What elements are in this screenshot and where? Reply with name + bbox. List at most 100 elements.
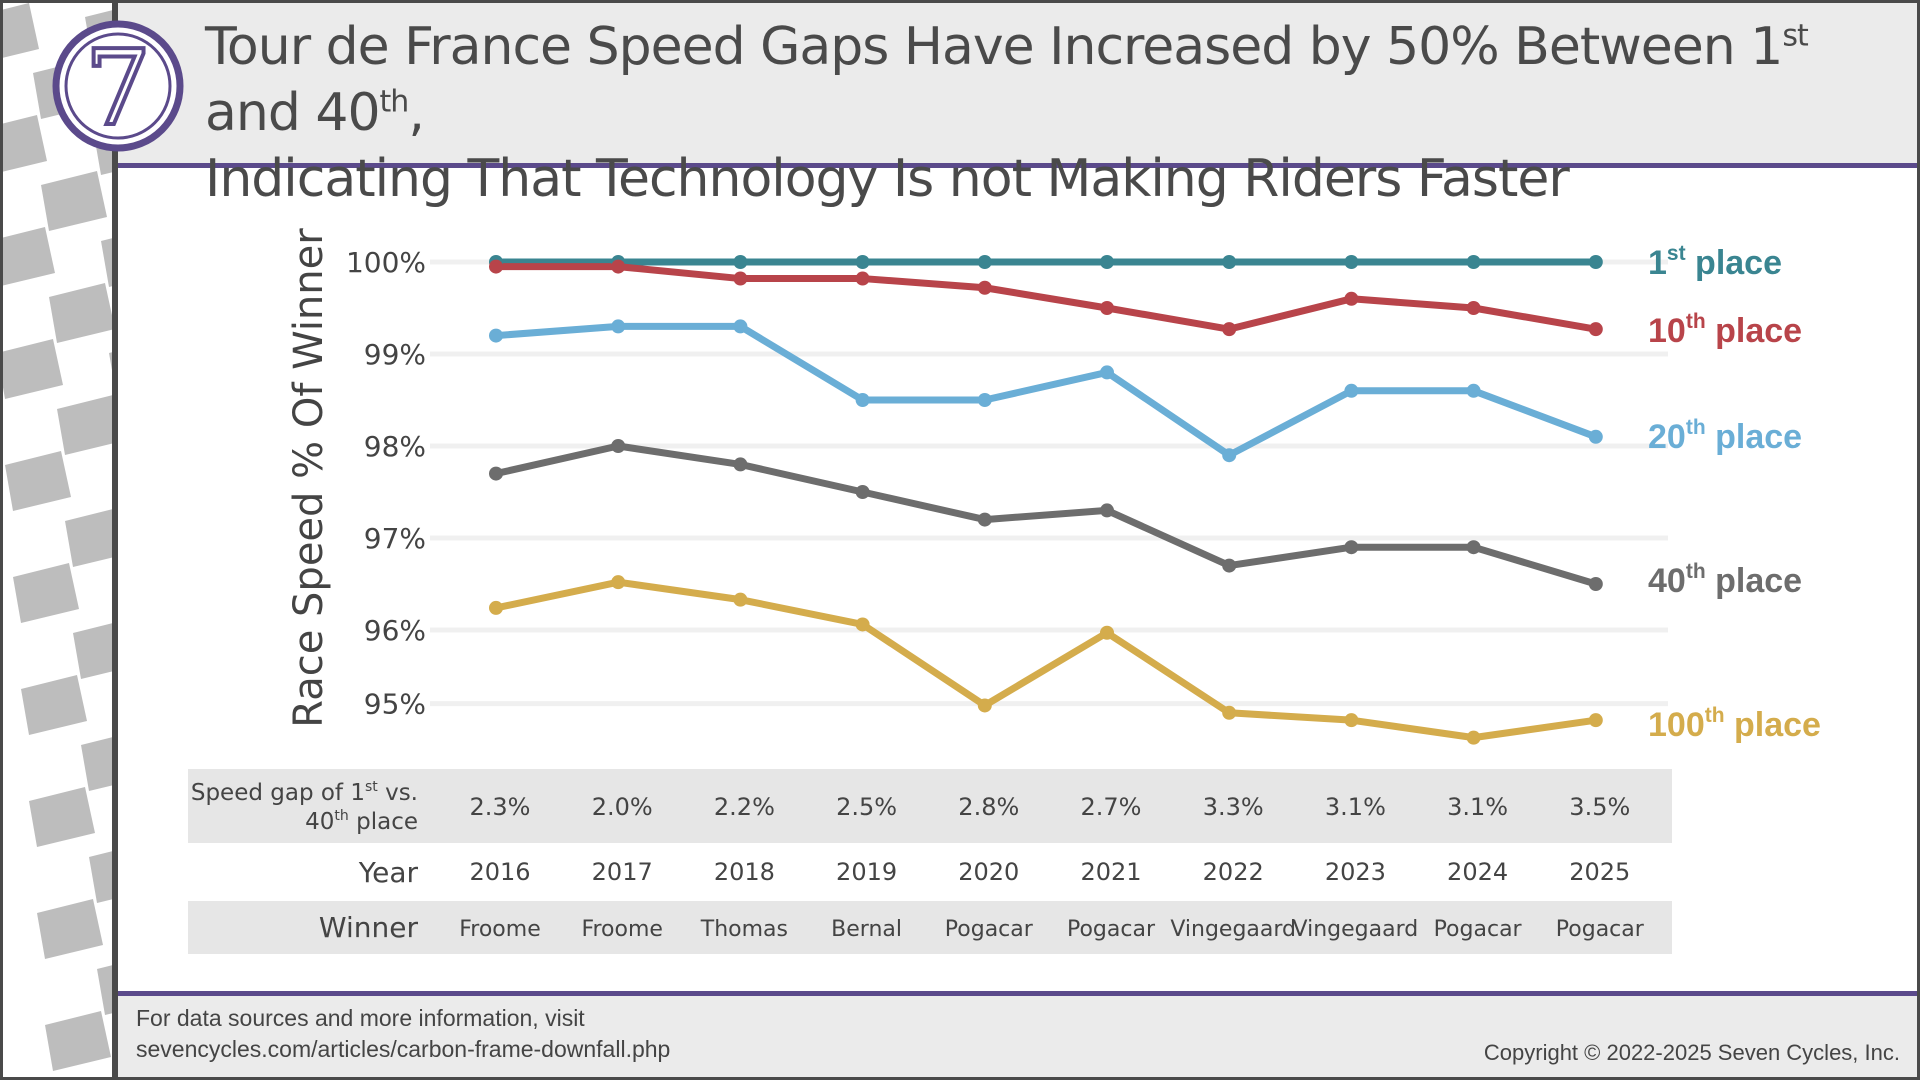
logo-outer-ring	[52, 20, 184, 152]
data-point-20-2021	[1100, 365, 1114, 380]
year-cell-2025: 2025	[1569, 858, 1630, 886]
table-cells: 2.3% 2016 Froome 2.0% 2017 Froome 2.2% 2018 Thom…	[459, 793, 1645, 942]
gap-cell-2016: 2.3%	[470, 793, 531, 821]
year-cell-2023: 2023	[1325, 858, 1386, 886]
series-lines	[495, 258, 1598, 742]
y-axis-label: Race Speed % Of Winner	[286, 228, 332, 728]
winner-cell-2025: Pogacar	[1556, 917, 1645, 942]
data-point-10-2017	[611, 259, 626, 274]
data-point-10-2024	[1466, 301, 1481, 315]
title-sup-st: st	[1782, 18, 1808, 54]
winner-cell-2017: Froome	[581, 917, 663, 942]
seven-cycles-logo: 7	[48, 16, 188, 156]
data-point-100-2019	[855, 617, 870, 632]
header-divider	[118, 163, 1917, 168]
winner-cell-2022: Vingegaard	[1170, 917, 1296, 942]
checker-square	[89, 850, 115, 903]
series-labels: 1st place 10th place 20th place 40th place 1…	[1648, 242, 1821, 744]
footer-bar	[118, 996, 1917, 1077]
series-label-100: 100th place	[1648, 704, 1821, 744]
checker-square	[101, 237, 115, 287]
year-cell-2021: 2021	[1080, 858, 1141, 886]
gap-row-label-line1: Speed gap of 1st vs.	[191, 779, 418, 806]
data-point-40-2020	[977, 512, 992, 527]
checkered-flag-decoration	[3, 3, 115, 1077]
series-line-10	[496, 263, 1597, 333]
year-row-label: Year	[358, 856, 419, 889]
data-point-10-2019	[855, 271, 870, 286]
year-cell-2019: 2019	[836, 858, 897, 886]
series-label-20: 20th place	[1648, 416, 1802, 456]
data-point-1-2020	[977, 255, 992, 269]
data-point-40-2016	[489, 466, 503, 481]
checker-square	[97, 964, 115, 1015]
data-point-40-2024	[1466, 540, 1481, 555]
checker-square	[81, 736, 115, 791]
year-cell-2020: 2020	[958, 858, 1019, 886]
checker-square	[3, 115, 47, 172]
winner-row-bg	[188, 901, 1672, 954]
footer-divider	[118, 991, 1917, 996]
checker-square	[21, 675, 87, 735]
data-point-20-2022	[1222, 448, 1237, 463]
y-tick-label: 96%	[364, 614, 426, 647]
gap-cell-2025: 3.5%	[1569, 793, 1630, 821]
data-point-100-2025	[1588, 713, 1603, 728]
header-bar	[118, 3, 1917, 163]
series-label-10: 10th place	[1648, 310, 1802, 350]
title-sup-th: th	[379, 84, 410, 120]
data-point-1-2019	[855, 255, 870, 269]
data-point-20-2024	[1466, 383, 1481, 398]
checker-square	[13, 563, 79, 623]
data-point-40-2018	[733, 457, 748, 472]
data-point-1-2021	[1100, 255, 1114, 269]
title-comma: ,	[408, 83, 425, 143]
data-point-20-2023	[1344, 383, 1359, 398]
data-point-20-2018	[733, 319, 748, 334]
checker-square	[37, 899, 103, 959]
gap-cell-2022: 3.3%	[1203, 793, 1264, 821]
series-line-20	[495, 322, 1598, 459]
winner-cell-2019: Bernal	[831, 917, 902, 942]
data-point-10-2018	[733, 271, 748, 286]
y-tick-label: 97%	[364, 522, 426, 555]
series-line-100	[495, 578, 1597, 742]
footer-copyright: Copyright © 2022-2025 Seven Cycles, Inc.	[1483, 1040, 1900, 1065]
y-tick-label: 99%	[364, 338, 426, 371]
data-point-100-2022	[1222, 705, 1237, 720]
winner-row-label: Winner	[319, 911, 419, 944]
checker-square	[45, 1011, 111, 1071]
winner-cell-2023: Vingegaard	[1293, 917, 1419, 942]
gap-cell-2023: 3.1%	[1325, 793, 1386, 821]
checker-square	[41, 171, 107, 231]
checker-square	[65, 508, 115, 567]
checker-square	[3, 227, 55, 286]
checker-square	[49, 283, 115, 343]
winner-cell-2016: Froome	[459, 917, 541, 942]
footer-source-line1: For data sources and more information, v…	[136, 1005, 585, 1031]
data-point-1-2024	[1466, 255, 1481, 269]
title-line2: Indicating That Technology Is not Making…	[205, 149, 1570, 209]
data-point-1-2022	[1222, 255, 1237, 269]
data-point-10-2023	[1344, 291, 1359, 306]
title-line1: Tour de France Speed Gaps Have Increased…	[205, 17, 1783, 77]
checker-square	[3, 339, 63, 399]
series-label-40: 40th place	[1648, 560, 1802, 600]
data-point-20-2016	[489, 328, 503, 343]
data-point-100-2024	[1466, 730, 1481, 745]
gap-cell-2024: 3.1%	[1447, 793, 1508, 821]
data-point-20-2020	[977, 393, 992, 407]
winner-cell-2021: Pogacar	[1067, 917, 1156, 942]
gap-row-label-line2: 40th place	[305, 808, 418, 835]
y-tick-label: 98%	[364, 430, 426, 463]
data-point-40-2021	[1100, 503, 1114, 518]
gap-cell-2020: 2.8%	[958, 793, 1019, 821]
gap-cell-2018: 2.2%	[714, 793, 775, 821]
data-point-10-2025	[1588, 322, 1603, 337]
table-background	[188, 769, 1672, 954]
checker-square	[29, 787, 95, 847]
data-point-1-2023	[1344, 255, 1359, 269]
checker-square	[73, 622, 115, 679]
